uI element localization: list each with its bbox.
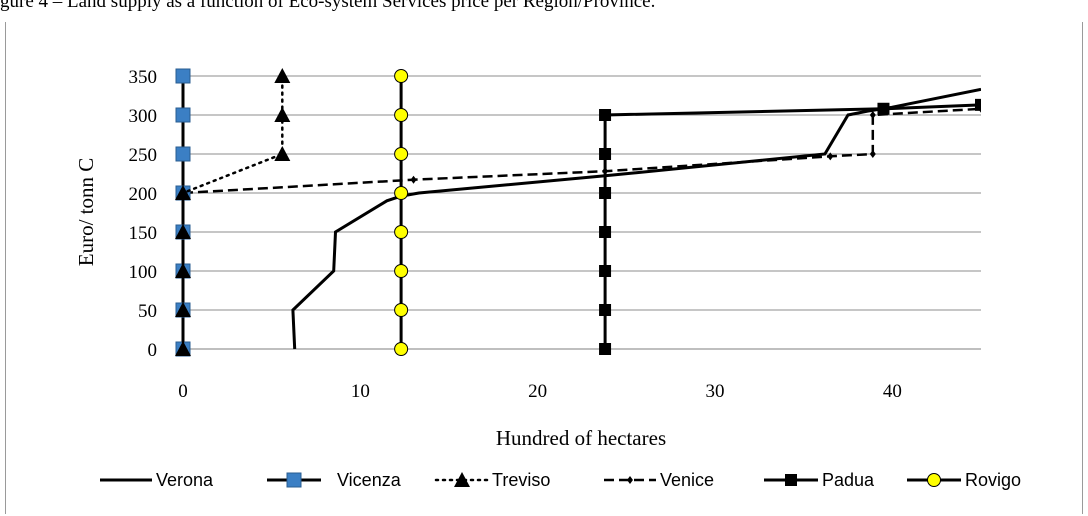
data-point-padua: [877, 102, 890, 115]
y-tick-label: 200: [129, 184, 158, 205]
data-point-treviso: [175, 185, 191, 200]
series-layer: [175, 68, 981, 357]
y-tick-label: 50: [138, 301, 157, 322]
tick-labels: 0 50 100 150 200 250 300 350 0 10 20 30 40: [129, 67, 902, 402]
y-tick-label: 300: [129, 106, 158, 127]
data-point-venice: [410, 175, 417, 184]
series-line-venice: [182, 107, 981, 195]
data-point-padua: [599, 226, 612, 238]
legend-label: Padua: [822, 470, 875, 490]
data-point-padua: [599, 265, 612, 277]
series-line-padua: [603, 103, 981, 349]
legend-label: Rovigo: [965, 470, 1021, 490]
x-tick-label: 40: [883, 381, 902, 402]
data-point-venice: [827, 152, 834, 161]
data-point-venice: [869, 150, 876, 158]
data-point-rovigo: [394, 186, 409, 200]
data-point-rovigo: [394, 264, 409, 278]
data-point-padua: [599, 148, 612, 160]
figure-caption: gure 4 – Land supply as a function of Ec…: [0, 0, 656, 12]
legend-marker: [785, 474, 797, 486]
y-tick-label: 150: [129, 223, 158, 244]
chart-frame: [5, 22, 1083, 514]
series-rovigo: [394, 69, 409, 356]
data-point-treviso: [175, 341, 191, 356]
data-point-treviso: [274, 107, 291, 122]
data-point-padua: [599, 304, 612, 316]
y-tick-label: 250: [129, 145, 158, 166]
legend-item-rovigo: Rovigo: [907, 470, 1021, 490]
legend-label: Vicenza: [337, 470, 402, 490]
data-point-venice: [869, 111, 876, 119]
legend: Verona Vicenza Treviso Venice Padua Rovigo: [100, 470, 1021, 490]
data-point-padua: [599, 109, 612, 121]
legend-marker: [627, 476, 633, 484]
data-point-treviso: [175, 302, 191, 317]
x-tick-label: 20: [528, 381, 547, 402]
data-point-padua: [599, 343, 612, 355]
legend-label: Verona: [156, 470, 214, 490]
x-tick-label: 0: [178, 381, 188, 402]
data-point-treviso: [175, 224, 191, 239]
legend-item-verona: Verona: [100, 470, 214, 490]
data-point-padua: [975, 98, 981, 111]
x-axis-label: Hundred of hectares: [496, 426, 666, 450]
legend-label: Venice: [660, 470, 714, 490]
y-tick-label: 0: [148, 340, 158, 361]
legend-label: Treviso: [492, 470, 550, 490]
legend-marker: [286, 472, 302, 488]
y-axis-label: Euro/ tonn C: [74, 158, 98, 267]
series-verona: [291, 87, 981, 350]
x-tick-label: 10: [351, 381, 370, 402]
legend-item-venice: Venice: [604, 470, 714, 490]
data-point-rovigo: [394, 108, 409, 122]
legend-marker: [927, 473, 941, 487]
data-point-rovigo: [394, 342, 409, 356]
data-point-vicenza: [175, 68, 191, 84]
y-tick-label: 100: [129, 262, 158, 283]
data-point-rovigo: [394, 147, 409, 161]
gridlines: [183, 75, 981, 350]
series-line-verona: [291, 87, 981, 350]
legend-marker: [454, 472, 470, 487]
legend-item-treviso: Treviso: [434, 470, 550, 490]
series-line-treviso: [181, 74, 284, 351]
data-point-treviso: [274, 146, 291, 161]
legend-item-vicenza: Vicenza: [267, 470, 402, 490]
data-point-treviso: [175, 263, 191, 278]
data-point-padua: [599, 187, 612, 199]
legend-item-padua: Padua: [764, 470, 875, 490]
series-venice: [182, 104, 981, 195]
data-point-rovigo: [394, 225, 409, 239]
data-point-rovigo: [394, 303, 409, 317]
x-tick-label: 30: [706, 381, 725, 402]
series-padua: [599, 98, 981, 355]
data-point-treviso: [274, 68, 291, 83]
data-point-vicenza: [175, 107, 191, 123]
data-point-rovigo: [394, 69, 409, 83]
series-treviso: [175, 68, 291, 356]
data-point-vicenza: [175, 146, 191, 162]
y-tick-label: 350: [129, 67, 158, 88]
